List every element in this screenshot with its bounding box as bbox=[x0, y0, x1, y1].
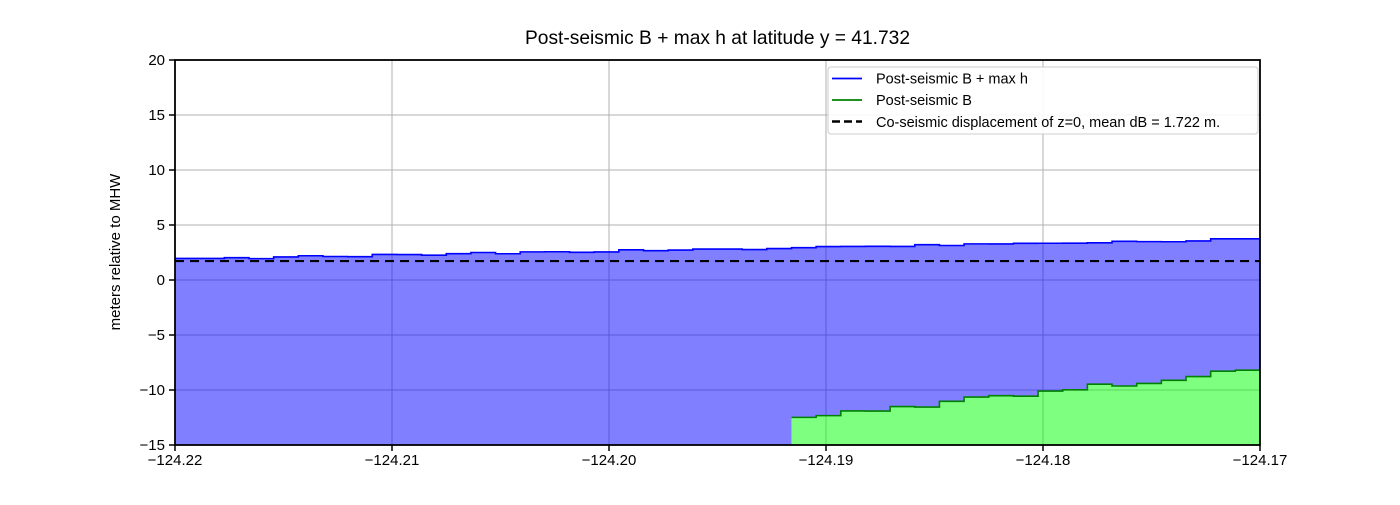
svg-text:Post-seismic B: Post-seismic B bbox=[876, 93, 972, 109]
svg-text:Post-seismic B + max h at lati: Post-seismic B + max h at latitude y = 4… bbox=[525, 28, 910, 49]
svg-text:−124.21: −124.21 bbox=[365, 452, 420, 469]
svg-text:meters relative to MHW: meters relative to MHW bbox=[107, 173, 124, 331]
svg-text:10: 10 bbox=[148, 162, 165, 179]
svg-text:−124.17: −124.17 bbox=[1233, 452, 1288, 469]
svg-text:−124.20: −124.20 bbox=[582, 452, 637, 469]
svg-text:−124.18: −124.18 bbox=[1016, 452, 1071, 469]
svg-text:Co-seismic displacement of z=0: Co-seismic displacement of z=0, mean dB … bbox=[876, 115, 1220, 131]
svg-text:−5: −5 bbox=[148, 327, 165, 344]
svg-text:0: 0 bbox=[157, 272, 165, 289]
svg-text:−124.22: −124.22 bbox=[148, 452, 203, 469]
svg-text:5: 5 bbox=[157, 217, 165, 234]
svg-text:−10: −10 bbox=[140, 382, 165, 399]
svg-text:Post-seismic B + max h: Post-seismic B + max h bbox=[876, 72, 1028, 88]
svg-text:−124.19: −124.19 bbox=[799, 452, 854, 469]
svg-text:15: 15 bbox=[148, 107, 165, 124]
svg-text:20: 20 bbox=[148, 52, 165, 69]
